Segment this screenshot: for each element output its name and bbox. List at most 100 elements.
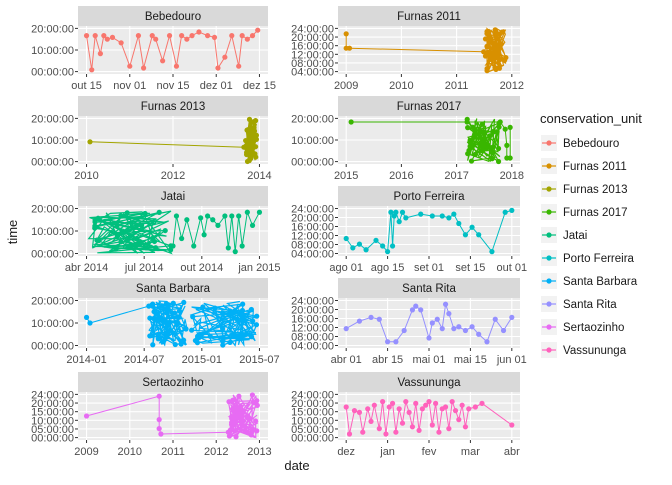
data-point (89, 67, 95, 73)
facet-strip (78, 186, 268, 206)
data-point (236, 63, 242, 69)
data-point (156, 426, 162, 432)
legend-key-point (546, 209, 552, 215)
y-tick-label: 04:00:00 (291, 67, 334, 79)
data-point (380, 399, 386, 405)
data-point (406, 409, 412, 415)
x-tick-label: 2009 (334, 80, 358, 92)
data-point (419, 406, 425, 412)
data-point (170, 243, 176, 249)
x-tick-label: 2018 (500, 170, 524, 182)
x-tick-label: fev (422, 446, 437, 458)
legend-label: Porto Ferreira (563, 253, 635, 265)
x-tick-label: 2010 (118, 446, 142, 458)
series-line (89, 141, 244, 148)
y-tick-label: 08:00:00 (291, 332, 334, 344)
x-tick-label: 2014-01 (66, 354, 106, 366)
data-point (225, 429, 231, 435)
x-tick-label: 2011 (445, 80, 469, 92)
data-point (418, 307, 424, 313)
data-point (158, 431, 164, 437)
x-tick-label: 2012 (500, 80, 524, 92)
x-tick-label: dez 15 (243, 80, 276, 92)
legend-label: Furnas 2011 (563, 161, 627, 173)
facet-title: Vassununga (397, 377, 461, 389)
data-point (439, 326, 445, 332)
x-tick-label: jun 01 (496, 354, 527, 366)
y-tick-label: 24:00:00 (291, 389, 334, 401)
data-point (97, 51, 103, 57)
facet-strip (78, 6, 268, 26)
data-point (244, 209, 250, 215)
data-point (389, 400, 396, 406)
data-point (118, 40, 124, 46)
data-point (173, 63, 180, 69)
data-point (166, 33, 173, 39)
y-tick-label: 10:00:00 (291, 135, 334, 147)
data-point (403, 215, 409, 221)
data-point (356, 409, 363, 415)
x-tick-label: jan 2015 (237, 262, 280, 274)
data-point (236, 213, 242, 219)
x-tick-label: ago 01 (329, 262, 363, 274)
y-tick-label: 24:00:00 (291, 23, 334, 35)
data-point (409, 307, 416, 313)
data-point (179, 33, 185, 39)
data-point (189, 33, 195, 39)
x-tick-label: 2012 (161, 170, 185, 182)
x-tick-label: abr 15 (372, 354, 403, 366)
series-line (466, 118, 502, 164)
facet-title: Furnas 2017 (397, 101, 462, 113)
series-line (86, 395, 229, 435)
x-tick-label: 2012 (204, 446, 228, 458)
legend-label: Furnas 2013 (563, 184, 628, 196)
data-point (249, 222, 256, 228)
x-tick-label: 2015-07 (239, 354, 279, 366)
data-point (229, 213, 235, 219)
legend-label: Sertaozinho (563, 322, 624, 334)
data-point (346, 431, 353, 437)
data-point (225, 245, 231, 251)
data-point (211, 34, 218, 41)
legend-key-point (546, 232, 552, 238)
legend-key-point (546, 255, 552, 261)
y-tick-label: 10:00:00 (291, 415, 334, 427)
data-point (426, 399, 432, 405)
data-point (401, 327, 407, 334)
data-point (456, 220, 462, 227)
data-point (204, 213, 211, 219)
data-point (413, 400, 419, 406)
x-tick-label: 2014 (247, 170, 271, 182)
facet-strip (338, 278, 520, 298)
data-point (466, 406, 472, 412)
y-tick-label: 24:00:00 (291, 204, 334, 216)
x-tick-label: set 01 (414, 262, 444, 274)
legend-key-point (546, 324, 552, 330)
data-point (502, 209, 508, 215)
facet-title: Jatai (161, 191, 185, 203)
facet-strip (338, 372, 520, 392)
data-point (376, 426, 382, 432)
data-point (464, 119, 470, 125)
x-tick-label: abr (504, 446, 520, 458)
series-line (189, 300, 258, 348)
data-point (179, 235, 185, 242)
y-tick-label: 10:00:00 (31, 135, 74, 147)
data-point (83, 413, 90, 419)
x-tick-label: 2013 (247, 446, 271, 458)
facet-title: Sertaozinho (142, 377, 203, 389)
data-point (384, 339, 391, 345)
data-point (462, 424, 469, 430)
y-tick-label: 04:00:00 (291, 341, 334, 353)
data-point (399, 209, 406, 215)
data-point (201, 232, 207, 238)
data-point (241, 144, 247, 150)
data-point (507, 155, 513, 161)
data-point (399, 420, 406, 426)
y-tick-label: 10:00:00 (31, 45, 74, 57)
data-point (446, 311, 452, 317)
data-point (426, 335, 432, 341)
x-tick-label: abr 01 (331, 354, 362, 366)
y-tick-label: 20:00:00 (31, 398, 74, 410)
data-point (459, 402, 465, 408)
